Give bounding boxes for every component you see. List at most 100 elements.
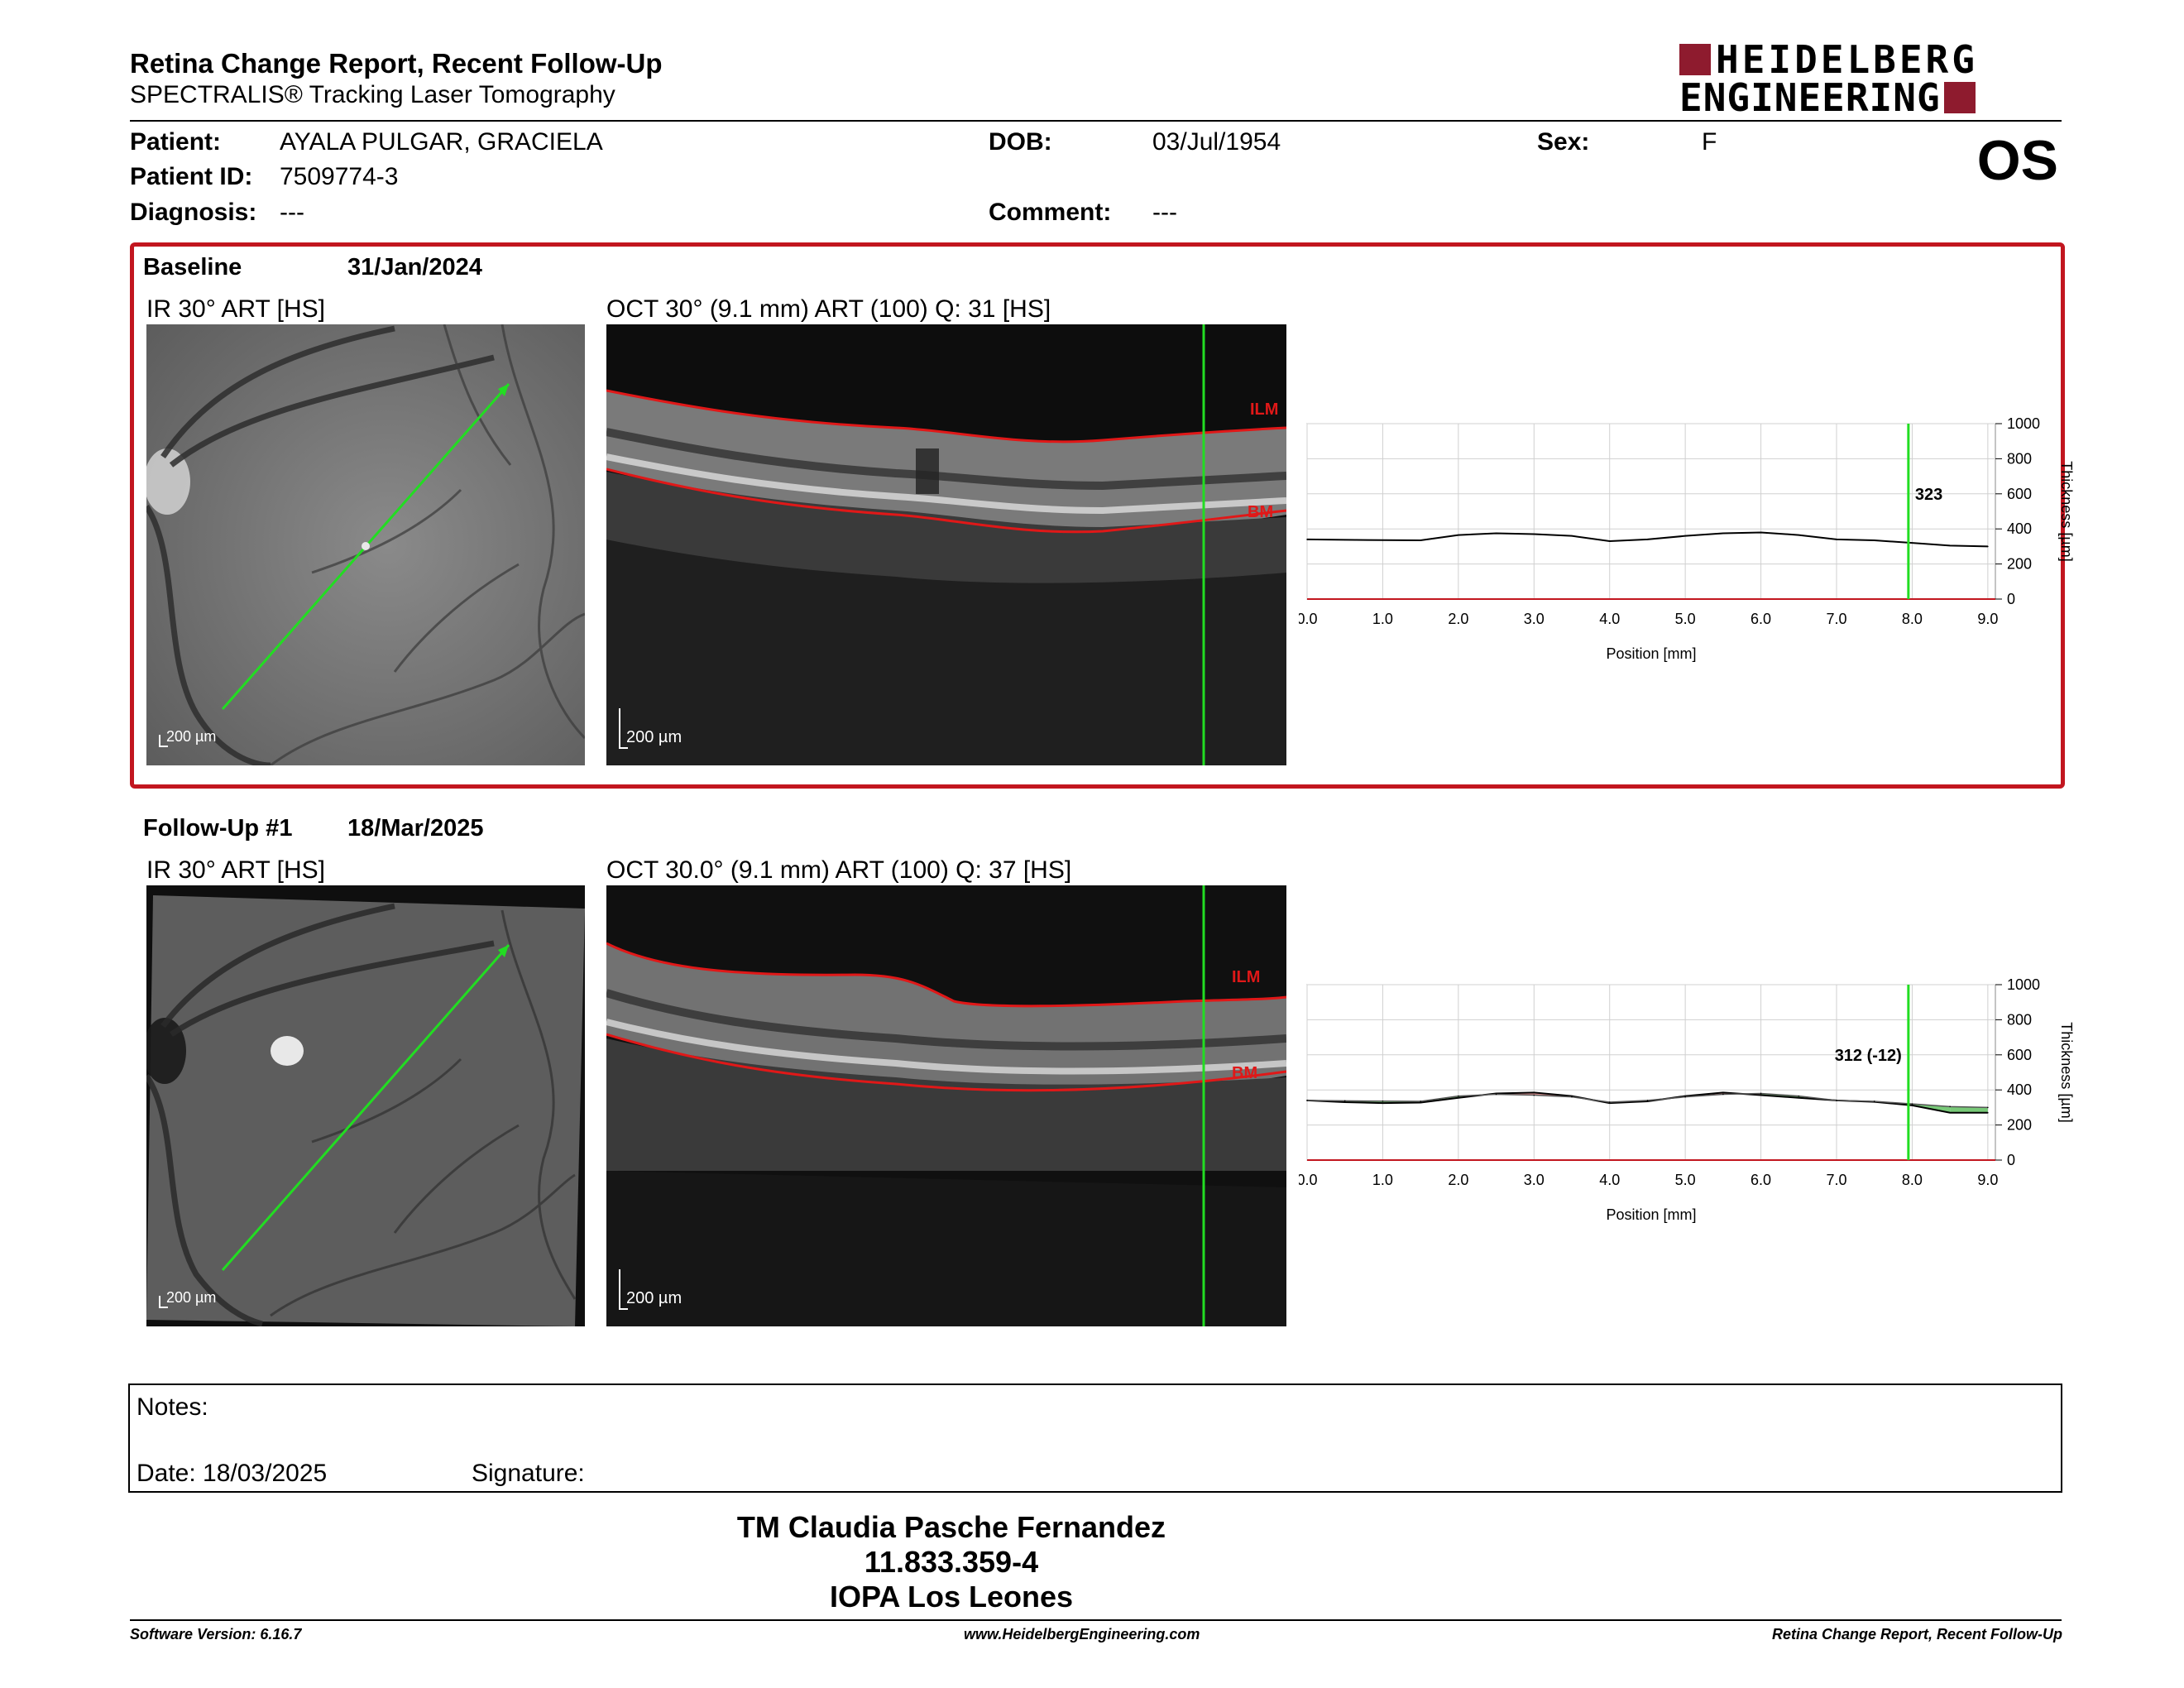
y-tick-label: 1000 — [2007, 415, 2040, 432]
y-tick-label: 400 — [2007, 520, 2032, 537]
thickness-point — [1798, 1095, 1800, 1097]
sex-label: Sex: — [1537, 128, 1590, 156]
y-tick-label: 1000 — [2007, 976, 2040, 993]
thickness-point — [1798, 1096, 1800, 1099]
followup-date: 18/Mar/2025 — [347, 815, 484, 842]
thickness-diff-area — [1950, 1106, 1988, 1113]
thickness-point — [1420, 539, 1421, 541]
x-tick-label: 1.0 — [1372, 611, 1393, 627]
dob-label: DOB: — [989, 128, 1052, 156]
x-tick-label: 2.0 — [1448, 1172, 1468, 1188]
thickness-point — [1987, 1111, 1989, 1114]
cursor-value-label: 323 — [1915, 486, 1942, 504]
y-tick-label: 600 — [2007, 486, 2032, 502]
thickness-point — [1343, 539, 1346, 541]
x-tick-label: 0.0 — [1299, 611, 1318, 627]
thickness-point — [1382, 1100, 1384, 1102]
baseline-ir-fundus-image[interactable]: 200 µm — [146, 324, 585, 765]
thickness-point — [1458, 534, 1459, 536]
baseline-bm-label: BM — [1248, 503, 1274, 521]
diagnosis-value: --- — [280, 199, 304, 226]
brand-line2: ENGINEERING — [1679, 75, 1941, 120]
thickness-point — [1608, 540, 1611, 542]
thickness-point — [1987, 1106, 1989, 1109]
x-tick-label: 4.0 — [1599, 1172, 1620, 1188]
x-tick-label: 7.0 — [1826, 1172, 1846, 1188]
software-version: Software Version: 6.16.7 — [130, 1626, 302, 1642]
baseline-ilm-label: ILM — [1250, 400, 1279, 419]
thickness-point — [1987, 545, 1989, 548]
fundus-svg — [146, 885, 585, 1326]
patient-label: Patient: — [130, 128, 222, 156]
baseline-oct-bscan-image[interactable]: ILM BM 200 µm — [606, 324, 1286, 765]
x-tick-label: 5.0 — [1675, 611, 1696, 627]
thickness-point — [1911, 1105, 1913, 1106]
notes-box[interactable]: Notes: Date: 18/03/2025 Signature: — [128, 1383, 2062, 1493]
baseline-ir-caption: IR 30° ART [HS] — [146, 295, 325, 323]
diagnosis-label: Diagnosis: — [130, 199, 257, 226]
thickness-point — [1684, 1096, 1686, 1098]
signatory-name: TM Claudia Pasche Fernandez — [736, 1510, 1166, 1544]
signature-label: Signature: — [472, 1460, 585, 1487]
plot-area — [1306, 984, 1996, 1161]
x-tick-label: 0.0 — [1299, 1172, 1318, 1188]
thickness-point — [1306, 539, 1308, 540]
thickness-point — [1836, 1100, 1837, 1101]
thickness-point — [1306, 1100, 1308, 1101]
thickness-point — [1949, 1111, 1951, 1114]
thickness-point — [1458, 1096, 1459, 1099]
thickness-point — [1420, 1101, 1421, 1102]
y-tick-label: 600 — [2007, 1047, 2032, 1063]
thickness-point — [1646, 1100, 1649, 1101]
footer-report-name: Retina Change Report, Recent Follow-Up — [1771, 1626, 2062, 1642]
followup-oct-bscan-image[interactable]: ILM BM 200 µm — [606, 885, 1286, 1326]
x-tick-label: 5.0 — [1675, 1172, 1696, 1188]
thickness-point — [1760, 1092, 1762, 1095]
y-tick-label: 400 — [2007, 1081, 2032, 1098]
y-tick-label: 200 — [2007, 556, 2032, 573]
dob-value: 03/Jul/1954 — [1152, 128, 1281, 156]
oct-svg — [606, 885, 1286, 1326]
x-tick-label: 6.0 — [1751, 611, 1771, 627]
y-tick-label: 800 — [2007, 450, 2032, 467]
x-tick-label: 3.0 — [1524, 611, 1545, 627]
baseline-frame — [130, 242, 2065, 789]
followup-bm-label: BM — [1232, 1064, 1258, 1082]
oct-svg — [606, 324, 1286, 765]
followup-label: Follow-Up #1 — [143, 815, 293, 842]
y-tick-label: 800 — [2007, 1011, 2032, 1028]
baseline-oct-scale-label: 200 µm — [626, 728, 682, 746]
website-link[interactable]: www.HeidelbergEngineering.com — [964, 1626, 1200, 1642]
followup-ir-caption: IR 30° ART [HS] — [146, 856, 325, 884]
thickness-point — [1571, 535, 1573, 537]
thickness-point — [1495, 1093, 1497, 1096]
baseline-label: Baseline — [143, 254, 242, 281]
baseline-oct-caption: OCT 30° (9.1 mm) ART (100) Q: 31 [HS] — [606, 295, 1051, 323]
thickness-point — [1873, 1101, 1875, 1102]
followup-thickness-chart: 0.0 1.0 2.0 3.0 4.0 5.0 6.0 7.0 8.0 9.0 1000 800 600… — [1296, 968, 2093, 1241]
thickness-point — [1722, 1093, 1724, 1096]
brand-square-icon — [1943, 82, 1976, 113]
signature-block: TM Claudia Pasche Fernandez 11.833.359-4… — [0, 1510, 2184, 1614]
x-tick-label: 1.0 — [1372, 1172, 1393, 1188]
thickness-point — [1382, 1102, 1384, 1104]
signatory-institution: IOPA Los Leones — [829, 1580, 1074, 1614]
thickness-point — [1343, 1100, 1346, 1102]
thickness-point — [1911, 1103, 1913, 1105]
sex-value: F — [1702, 128, 1717, 156]
x-tick-label: 8.0 — [1902, 611, 1923, 627]
notes-label: Notes: — [136, 1393, 208, 1421]
thickness-point — [1760, 531, 1762, 534]
followup-chart-svg: 0.0 1.0 2.0 3.0 4.0 5.0 6.0 7.0 8.0 9.0 1000 800 600… — [1296, 976, 2075, 1223]
thickness-point — [1949, 1105, 1951, 1108]
followup-ir-fundus-image[interactable]: 200 µm — [146, 885, 585, 1326]
x-tick-label: 8.0 — [1902, 1172, 1923, 1188]
comment-label: Comment: — [989, 199, 1112, 226]
y-tick-label: 0 — [2007, 1152, 2015, 1168]
baseline-chart-svg: 0.0 1.0 2.0 3.0 4.0 5.0 6.0 7.0 8.0 9.0 1000 800 600… — [1296, 415, 2075, 662]
thickness-point — [1836, 539, 1837, 540]
x-tick-label: 3.0 — [1524, 1172, 1545, 1188]
thickness-point — [1873, 539, 1875, 541]
y-tick-label: 200 — [2007, 1117, 2032, 1134]
footer-divider — [130, 1619, 2062, 1621]
